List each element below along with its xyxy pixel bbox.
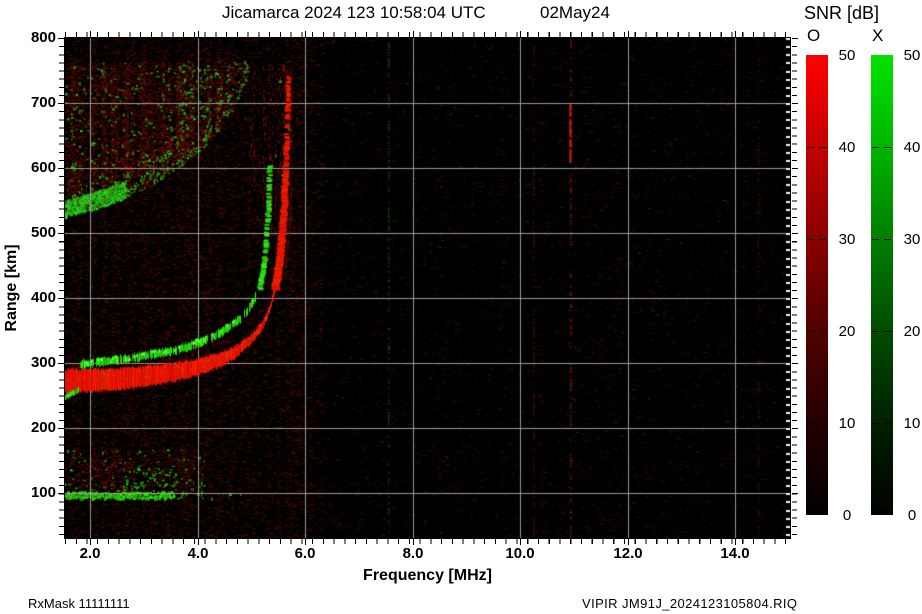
colorbar-tick-dash: [872, 331, 879, 332]
y-tick-label: 700: [30, 94, 56, 111]
y-major-tick: [792, 103, 798, 104]
colorbar-tick-dash: [819, 423, 826, 424]
y-major-tick: [58, 233, 64, 234]
y-major-tick: [792, 428, 798, 429]
x-major-tick: [90, 539, 91, 545]
x-major-tick: [628, 31, 629, 37]
colorbar-tick-dash: [807, 239, 814, 240]
y-major-tick: [58, 363, 64, 364]
y-tick-label: 600: [30, 159, 56, 176]
colorbar-tick-dash: [819, 239, 826, 240]
snr-tick-label-x: 40: [903, 139, 921, 156]
y-tick-label: 200: [30, 419, 56, 436]
y-axis-label: Range [km]: [3, 244, 20, 332]
x-tick-label: 14.0: [720, 545, 750, 562]
colorbar-tick-dash: [872, 239, 879, 240]
colorbar-tick-dash: [884, 239, 891, 240]
y-tick-label: 800: [30, 29, 56, 46]
snr-legend-title: SNR [dB]: [804, 3, 880, 23]
snr-tick-label-o: 30: [838, 231, 856, 248]
snr-tick-label-o: 10: [838, 415, 856, 432]
ionogram-plot: [64, 37, 791, 539]
colorbar-tick-dash: [872, 423, 879, 424]
x-major-tick: [520, 539, 521, 545]
y-major-tick: [58, 38, 64, 39]
x-tick-label: 4.0: [187, 545, 209, 562]
x-colorbar: [871, 55, 893, 515]
y-tick-label: 300: [30, 354, 56, 371]
ionogram-canvas: [65, 38, 790, 538]
snr-tick-label-x: 10: [903, 415, 921, 432]
x-major-tick: [198, 539, 199, 545]
x-axis-minor-ticks-bottom: [65, 539, 790, 544]
x-major-tick: [305, 539, 306, 545]
colorbar-tick-dash: [884, 147, 891, 148]
y-tick-label: 500: [30, 224, 56, 241]
page-title-main: Jicamarca 2024 123 10:58:04 UTC: [222, 3, 486, 22]
snr-tick-label-x: 0: [907, 507, 917, 524]
y-major-tick: [58, 428, 64, 429]
x-major-tick: [198, 31, 199, 37]
footer-filename: VIPIR JM91J_2024123105804.RIQ: [582, 596, 798, 611]
y-tick-label: 100: [30, 484, 56, 501]
snr-tick-label-o: 50: [838, 47, 856, 64]
x-major-tick: [628, 539, 629, 545]
x-tick-label: 10.0: [505, 545, 535, 562]
y-major-tick: [58, 298, 64, 299]
colorbar-tick-dash: [807, 147, 814, 148]
colorbar-tick-dash: [872, 147, 879, 148]
colorbar-tick-dash: [807, 331, 814, 332]
colorbar-tick-dash: [884, 331, 891, 332]
snr-tick-label-x: 30: [903, 231, 921, 248]
x-tick-label: 8.0: [402, 545, 424, 562]
x-major-tick: [305, 31, 306, 37]
x-major-tick: [90, 31, 91, 37]
x-tick-label: 6.0: [294, 545, 316, 562]
x-tick-label: 2.0: [79, 545, 101, 562]
footer-rxmask: RxMask 11111111: [28, 596, 130, 611]
y-major-tick: [792, 363, 798, 364]
colorbar-tick-dash: [819, 147, 826, 148]
snr-tick-label-x: 50: [903, 47, 921, 64]
x-major-tick: [735, 539, 736, 545]
y-major-tick: [792, 233, 798, 234]
snr-tick-label-o: 0: [842, 507, 852, 524]
y-major-tick: [58, 493, 64, 494]
y-axis-minor-ticks-right: [792, 38, 797, 538]
page-title-date: 02May24: [540, 3, 610, 22]
y-major-tick: [58, 168, 64, 169]
x-major-tick: [520, 31, 521, 37]
y-tick-label: 400: [30, 289, 56, 306]
snr-tick-label-x: 20: [903, 323, 921, 340]
colorbar-tick-dash: [884, 423, 891, 424]
y-major-tick: [792, 168, 798, 169]
o-colorbar-label: O: [807, 26, 821, 45]
x-major-tick: [735, 31, 736, 37]
x-major-tick: [413, 31, 414, 37]
o-colorbar: [806, 55, 828, 515]
y-major-tick: [792, 38, 798, 39]
x-tick-label: 12.0: [613, 545, 643, 562]
y-major-tick: [58, 103, 64, 104]
snr-tick-label-o: 20: [838, 323, 856, 340]
snr-tick-label-o: 40: [838, 139, 856, 156]
page-title: Jicamarca 2024 123 10:58:04 UTC: [222, 3, 486, 23]
y-major-tick: [792, 493, 798, 494]
colorbar-tick-dash: [819, 331, 826, 332]
colorbar-tick-dash: [807, 423, 814, 424]
y-major-tick: [792, 298, 798, 299]
x-axis-label: Frequency [MHz]: [363, 567, 492, 584]
x-major-tick: [413, 539, 414, 545]
x-colorbar-label: X: [872, 26, 884, 45]
